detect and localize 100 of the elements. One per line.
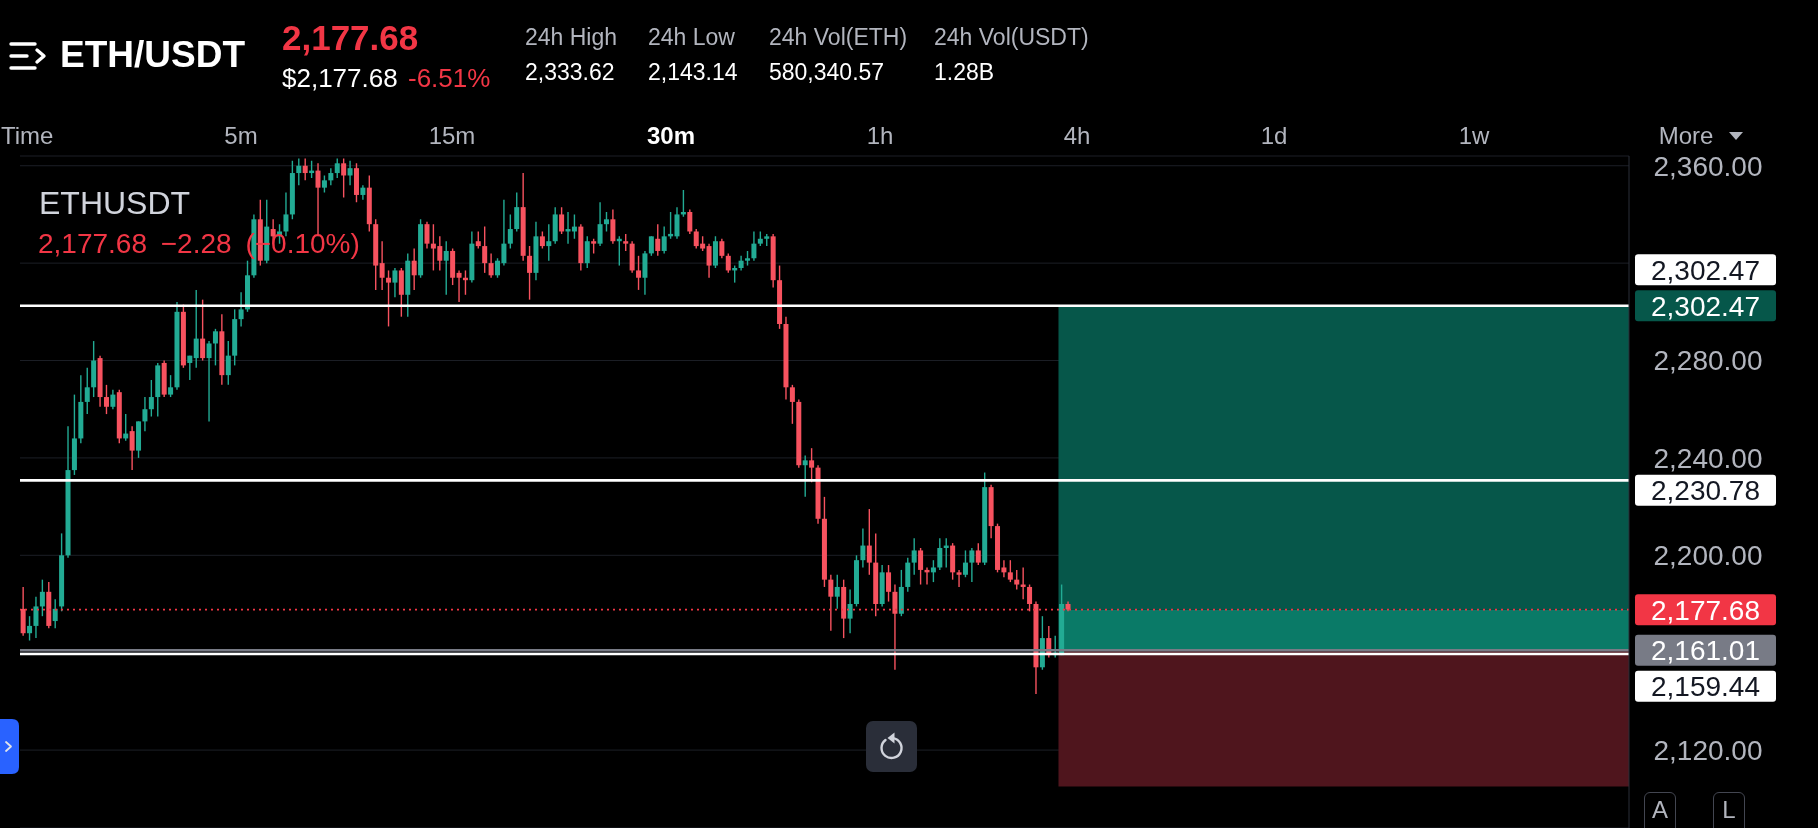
text: 1w <box>1458 122 1490 149</box>
text: 24h Vol(USDT) <box>934 24 1089 50</box>
candlestick <box>148 379 154 418</box>
candlestick <box>347 160 353 186</box>
candlestick <box>687 208 693 235</box>
candlestick <box>200 298 206 362</box>
candlestick <box>488 252 494 279</box>
candlestick <box>937 537 943 571</box>
annotation: ETHUSDT <box>39 185 191 221</box>
candlestick <box>302 157 308 182</box>
text: 2,333.62 <box>525 59 615 85</box>
candlestick <box>39 578 45 617</box>
chart-title: ETH/USDT <box>60 34 245 75</box>
candlestick <box>636 255 642 291</box>
y-tick-label: 2,240.00 <box>1653 442 1763 474</box>
candlestick <box>52 598 58 630</box>
text: 1d <box>1260 122 1288 149</box>
y-tick-label: 2,360.00 <box>1653 150 1763 182</box>
candlestick <box>655 223 661 257</box>
candlestick <box>514 191 520 233</box>
candlestick <box>27 615 33 642</box>
candlestick <box>142 396 148 432</box>
candlestick <box>411 247 417 291</box>
candlestick <box>975 542 981 566</box>
candlestick <box>725 252 731 274</box>
candlestick <box>719 238 725 259</box>
candlestick <box>603 211 609 233</box>
candlestick <box>886 564 892 603</box>
candlestick <box>84 367 90 415</box>
candlestick <box>610 208 616 245</box>
candlestick <box>930 559 936 583</box>
text: 4h <box>1063 122 1091 149</box>
candlestick <box>648 235 654 257</box>
text: -6.51% <box>408 63 491 93</box>
y-tick-label: 2,280.00 <box>1653 345 1763 377</box>
candlestick <box>918 547 924 586</box>
candlestick <box>129 425 135 471</box>
candlestick <box>424 221 430 250</box>
candlestick <box>546 223 552 262</box>
candlestick <box>341 157 347 199</box>
candlestick <box>860 527 866 569</box>
candlestick <box>110 389 116 410</box>
text: 30m <box>646 122 696 149</box>
text: 2,177.68 <box>282 18 419 57</box>
candlestick <box>527 245 533 301</box>
candlestick <box>956 569 962 588</box>
text: 1.28B <box>934 59 995 85</box>
text: 5m <box>224 122 258 149</box>
candlestick <box>296 157 302 186</box>
ref-line-label: 2,159.44 <box>1651 671 1760 703</box>
candlestick <box>828 574 834 632</box>
ref-line-label: 2,302.47 <box>1651 254 1760 286</box>
candlestick <box>168 374 174 398</box>
candlestick <box>892 583 898 671</box>
candlestick <box>584 235 590 269</box>
text: L <box>1713 792 1745 828</box>
ref-line-label: 2,177.68 <box>1651 594 1760 626</box>
candlestick <box>206 340 212 423</box>
candlestick <box>969 547 975 583</box>
candlestick <box>187 354 193 381</box>
text: 1h <box>866 122 894 149</box>
candlestick <box>962 549 968 578</box>
candlestick <box>789 384 795 425</box>
candlestick <box>193 289 199 369</box>
band-label: 2,302.47 <box>1651 290 1760 322</box>
candlestick <box>456 269 462 303</box>
candlestick <box>379 240 385 291</box>
candlestick <box>802 454 808 498</box>
candlestick <box>559 206 565 235</box>
text: 15m <box>428 122 476 149</box>
candlestick <box>238 291 244 328</box>
text: More <box>1658 122 1714 149</box>
candlestick <box>751 230 757 262</box>
text: A <box>1644 792 1676 828</box>
candlestick <box>866 508 872 576</box>
candlestick <box>225 340 231 386</box>
text: 24h Vol(ETH) <box>769 24 908 50</box>
text: 24h High <box>525 24 618 50</box>
candlestick <box>482 225 488 274</box>
candlestick <box>212 328 218 367</box>
candlestick <box>507 213 513 250</box>
ref-line-label: 2,230.78 <box>1651 475 1760 507</box>
ref-line-label: 2,161.01 <box>1651 635 1760 667</box>
text: 2,143.14 <box>648 59 738 85</box>
text: 24h Low <box>648 24 735 50</box>
candlestick <box>706 242 712 279</box>
candlestick <box>103 384 109 415</box>
candlestick <box>834 574 840 610</box>
candlestick <box>847 588 853 634</box>
candlestick <box>1007 559 1013 583</box>
candlestick <box>392 267 398 298</box>
text: Time <box>1 122 54 149</box>
candlestick <box>1027 583 1033 612</box>
candlestick <box>386 269 392 328</box>
candlestick <box>597 201 603 247</box>
text: 580,340.57 <box>769 59 885 85</box>
y-tick-label: 2,200.00 <box>1653 540 1763 572</box>
y-tick-label: 2,120.00 <box>1653 734 1763 766</box>
candlestick <box>911 537 917 576</box>
candlestick <box>33 596 39 639</box>
